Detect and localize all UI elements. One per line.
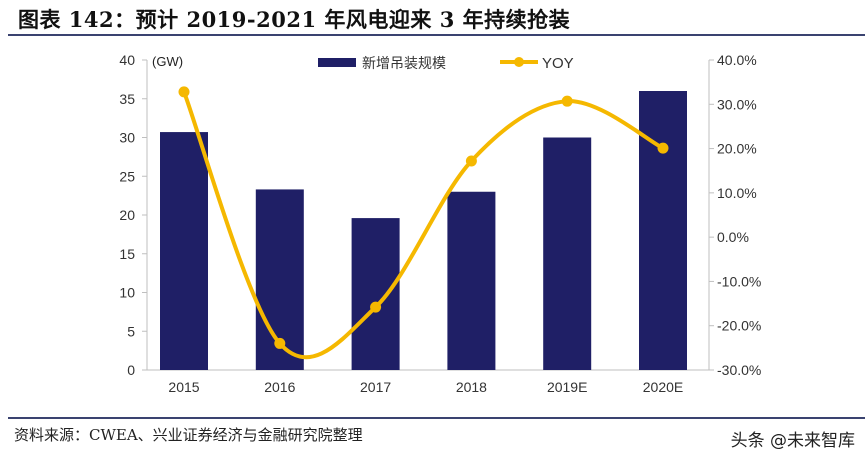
x-tick-label: 2017 bbox=[360, 379, 391, 395]
x-tick-label: 2015 bbox=[168, 379, 199, 395]
x-tick-label: 2020E bbox=[643, 379, 683, 395]
right-tick-label: 40.0% bbox=[717, 52, 757, 68]
left-tick-label: 0 bbox=[127, 362, 135, 378]
figure-title: 图表 142：预计 2019-2021 年风电迎来 3 年持续抢装 bbox=[18, 7, 571, 32]
left-tick-label: 25 bbox=[119, 168, 135, 184]
bar-2019E bbox=[543, 137, 592, 370]
bar-2015 bbox=[160, 132, 208, 370]
legend-swatch-marker bbox=[514, 57, 524, 67]
right-tick-label: -30.0% bbox=[717, 362, 761, 378]
yoy-point-2018 bbox=[465, 155, 477, 167]
left-axis-unit: (GW) bbox=[152, 54, 183, 69]
yoy-point-2020E bbox=[657, 142, 669, 154]
left-tick-label: 35 bbox=[119, 91, 135, 107]
right-tick-label: 20.0% bbox=[717, 141, 757, 157]
right-tick-label: 10.0% bbox=[717, 185, 757, 201]
left-tick-label: 5 bbox=[127, 323, 135, 339]
legend-label-line: YOY bbox=[542, 55, 574, 72]
x-tick-label: 2019E bbox=[547, 379, 587, 395]
left-tick-label: 10 bbox=[119, 285, 135, 301]
right-tick-label: 0.0% bbox=[717, 229, 749, 245]
chart: 0 5 10 15 20 25 30 35 40 -30.0% -20.0% -10.0% 0.0% 10… bbox=[119, 52, 761, 395]
left-tick-label: 40 bbox=[119, 52, 135, 68]
bar-2018 bbox=[447, 191, 496, 370]
footer-divider bbox=[8, 417, 865, 419]
bar-2020E bbox=[639, 91, 687, 370]
source-note: 资料来源：CWEA、兴业证券经济与金融研究院整理 bbox=[14, 426, 363, 444]
bar-2017 bbox=[351, 218, 400, 370]
right-tick-label: 30.0% bbox=[717, 96, 757, 112]
yoy-point-2017 bbox=[370, 301, 382, 313]
yoy-point-2019E bbox=[561, 95, 573, 107]
right-tick-label: -20.0% bbox=[717, 318, 761, 334]
left-tick-label: 30 bbox=[119, 130, 135, 146]
x-tick-label: 2018 bbox=[456, 379, 487, 395]
legend-label-bars: 新增吊装规模 bbox=[362, 55, 446, 71]
left-tick-label: 20 bbox=[119, 207, 135, 223]
legend-swatch-bars bbox=[318, 58, 356, 67]
title-divider bbox=[8, 34, 865, 36]
watermark: 头条 @未来智库 bbox=[730, 431, 855, 451]
left-tick-label: 15 bbox=[119, 246, 135, 262]
x-tick-label: 2016 bbox=[264, 379, 295, 395]
yoy-point-2015 bbox=[178, 86, 190, 98]
right-tick-label: -10.0% bbox=[717, 273, 761, 289]
yoy-point-2016 bbox=[274, 337, 286, 349]
